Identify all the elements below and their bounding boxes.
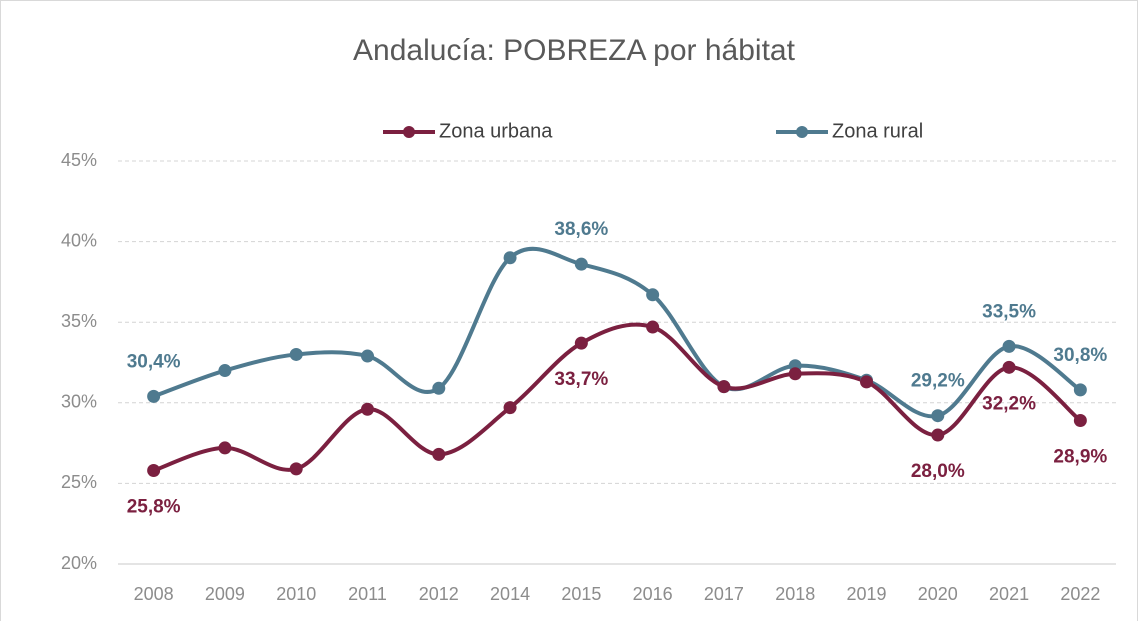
data-point xyxy=(503,401,517,415)
legend-label: Zona urbana xyxy=(439,120,553,142)
data-point xyxy=(1002,339,1016,353)
x-tick-label: 2011 xyxy=(348,584,387,604)
x-tick-label: 2020 xyxy=(918,584,958,604)
data-label: 28,9% xyxy=(1053,447,1107,468)
data-point xyxy=(574,257,588,271)
data-point xyxy=(931,428,945,442)
x-tick-label: 2008 xyxy=(134,584,174,604)
data-point xyxy=(432,381,446,395)
data-point xyxy=(361,402,374,416)
y-tick-label: 25% xyxy=(61,472,97,492)
legend-marker xyxy=(403,126,415,138)
y-tick-label: 35% xyxy=(61,311,97,331)
data-point xyxy=(432,447,446,461)
data-point xyxy=(717,380,731,394)
data-point xyxy=(1073,383,1087,397)
data-point xyxy=(361,349,374,363)
y-tick-label: 20% xyxy=(61,553,97,573)
data-point xyxy=(1073,414,1087,428)
data-label: 28,0% xyxy=(911,461,965,482)
x-tick-label: 2017 xyxy=(704,584,744,604)
data-point xyxy=(218,441,232,455)
data-label: 38,6% xyxy=(554,219,608,240)
data-label: 33,7% xyxy=(554,369,608,390)
data-label: 30,4% xyxy=(127,351,181,372)
data-point xyxy=(218,364,232,378)
data-point xyxy=(147,464,161,478)
x-tick-label: 2016 xyxy=(633,584,673,604)
x-tick-label: 2018 xyxy=(775,584,815,604)
chart-title: Andalucía: POBREZA por hábitat xyxy=(353,34,796,67)
x-tick-label: 2014 xyxy=(490,584,530,604)
data-point xyxy=(788,367,802,381)
legend-label: Zona rural xyxy=(832,120,923,142)
y-tick-label: 45% xyxy=(61,150,97,170)
data-point xyxy=(147,389,161,403)
data-point xyxy=(931,409,945,423)
x-tick-label: 2019 xyxy=(846,584,886,604)
data-label: 30,8% xyxy=(1053,345,1107,366)
data-label: 25,8% xyxy=(127,497,181,518)
data-label: 29,2% xyxy=(911,371,965,392)
y-tick-label: 40% xyxy=(61,230,97,250)
data-point xyxy=(1002,360,1016,374)
data-point xyxy=(860,375,873,389)
data-point xyxy=(503,251,517,265)
legend-marker xyxy=(796,126,808,138)
x-tick-label: 2022 xyxy=(1060,584,1100,604)
data-point xyxy=(289,347,303,361)
x-tick-label: 2009 xyxy=(205,584,245,604)
data-point xyxy=(646,288,660,302)
x-tick-label: 2021 xyxy=(989,584,1029,604)
data-label: 32,2% xyxy=(982,393,1036,414)
x-tick-label: 2010 xyxy=(276,584,316,604)
y-tick-label: 30% xyxy=(61,392,97,412)
x-tick-label: 2012 xyxy=(419,584,459,604)
data-label: 33,5% xyxy=(982,301,1036,322)
data-point xyxy=(574,336,588,350)
data-point xyxy=(289,462,303,476)
data-point xyxy=(646,320,660,334)
x-tick-label: 2015 xyxy=(561,584,601,604)
